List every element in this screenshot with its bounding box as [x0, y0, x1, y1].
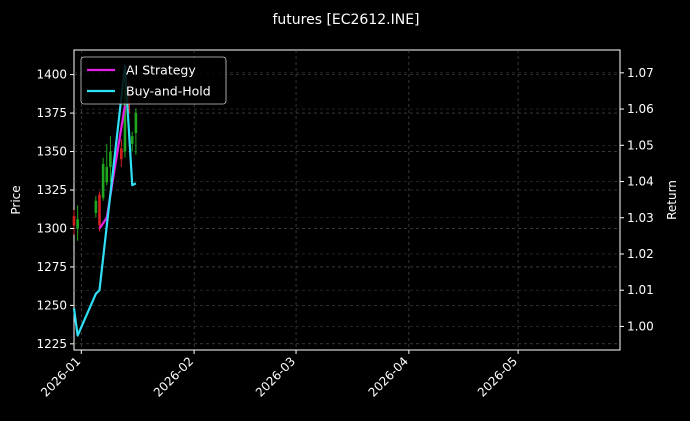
series-line-buy-and-hold: [72, 64, 137, 337]
series-lines: [72, 64, 137, 337]
candle-body: [72, 216, 76, 226]
legend-box: [80, 56, 227, 105]
grid: [74, 50, 620, 350]
candle-body: [76, 219, 79, 229]
plot-area: [73, 49, 621, 351]
legend: AI Strategy Buy-and-Hold: [80, 56, 227, 105]
candle-body: [101, 163, 105, 198]
candle-body: [109, 151, 112, 167]
y2-tick-label: 1.04: [627, 175, 654, 189]
y2-tick-label: 1.03: [627, 211, 654, 225]
candle-body: [120, 148, 123, 160]
y-axis-label: Price: [9, 185, 23, 214]
candle-body: [130, 136, 134, 144]
candle-body: [98, 194, 101, 226]
legend-label: Buy-and-Hold: [126, 84, 211, 99]
y-tick-label: 1300: [36, 221, 67, 235]
y-tick-label: 1400: [36, 68, 67, 82]
chart-title: futures [EC2612.INE]: [272, 12, 419, 28]
x-tick-label: 2026-03: [253, 354, 298, 399]
y-tick-label: 1250: [36, 298, 67, 312]
y2-tick-label: 1.01: [627, 283, 654, 297]
x-tick-label: 2026-02: [151, 354, 196, 399]
y2-tick-label: 1.00: [627, 319, 654, 333]
x-tick-label: 2026-05: [475, 354, 520, 399]
y-tick-label: 1325: [36, 183, 67, 197]
y-tick-label: 1375: [36, 106, 67, 120]
y2-axis-label: Return: [665, 180, 679, 220]
x-tick-label: 2026-01: [38, 354, 83, 399]
y-tick-label: 1350: [36, 145, 67, 159]
candle-body: [123, 90, 127, 152]
y2-tick-label: 1.06: [627, 102, 654, 116]
candle-body: [94, 200, 98, 214]
x-tick-label: 2026-04: [366, 354, 411, 399]
y2-tick-label: 1.05: [627, 138, 654, 152]
candle-body: [134, 113, 138, 134]
legend-label: AI Strategy: [126, 63, 196, 78]
y2-tick-label: 1.07: [627, 66, 654, 80]
candle-body: [105, 166, 109, 183]
y2-tick-label: 1.02: [627, 247, 654, 261]
y-tick-label: 1225: [36, 337, 67, 351]
y-tick-label: 1275: [36, 260, 67, 274]
